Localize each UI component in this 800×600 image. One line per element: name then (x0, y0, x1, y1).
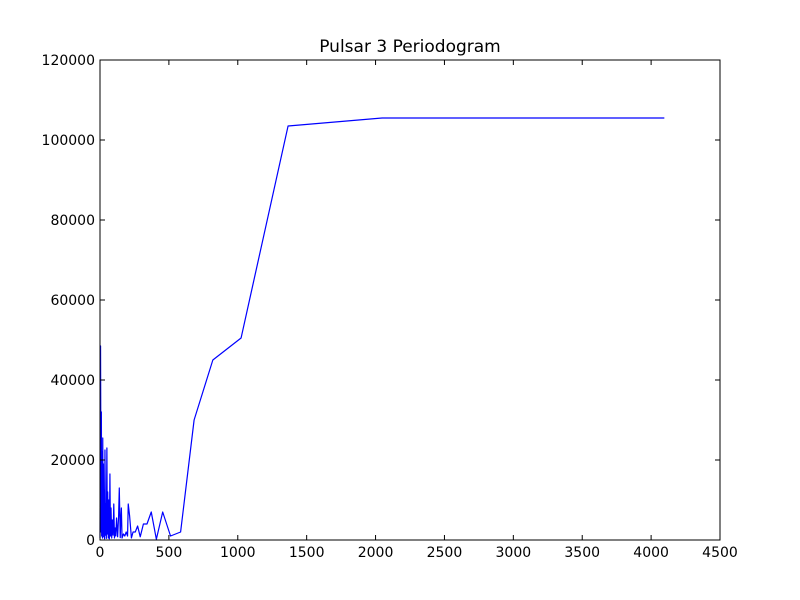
x-tick-label-6: 3000 (496, 545, 532, 561)
y-tick-label-5: 100000 (42, 133, 95, 149)
y-tick-label-0: 0 (86, 533, 95, 549)
chart-title: Pulsar 3 Periodogram (319, 37, 501, 57)
x-tick-label-9: 4500 (702, 545, 738, 561)
x-tick-label-4: 2000 (358, 545, 394, 561)
y-tick-label-2: 40000 (50, 373, 95, 389)
x-tick-label-2: 1000 (220, 545, 256, 561)
x-tick-label-1: 500 (156, 545, 183, 561)
y-tick-label-6: 120000 (42, 53, 95, 69)
y-tick-label-3: 60000 (50, 293, 95, 309)
x-tick-label-0: 0 (96, 545, 105, 561)
x-tick-label-3: 1500 (289, 545, 325, 561)
x-tick-label-8: 4000 (633, 545, 669, 561)
y-tick-label-4: 80000 (50, 213, 95, 229)
y-tick-label-1: 20000 (50, 453, 95, 469)
x-tick-label-7: 3500 (564, 545, 600, 561)
x-tick-label-5: 2500 (427, 545, 463, 561)
series-line-0 (99, 117, 665, 540)
plot-area: 0 500 1000 1500 2000 2500 3000 3500 4000 4500 0 200… (42, 53, 738, 561)
